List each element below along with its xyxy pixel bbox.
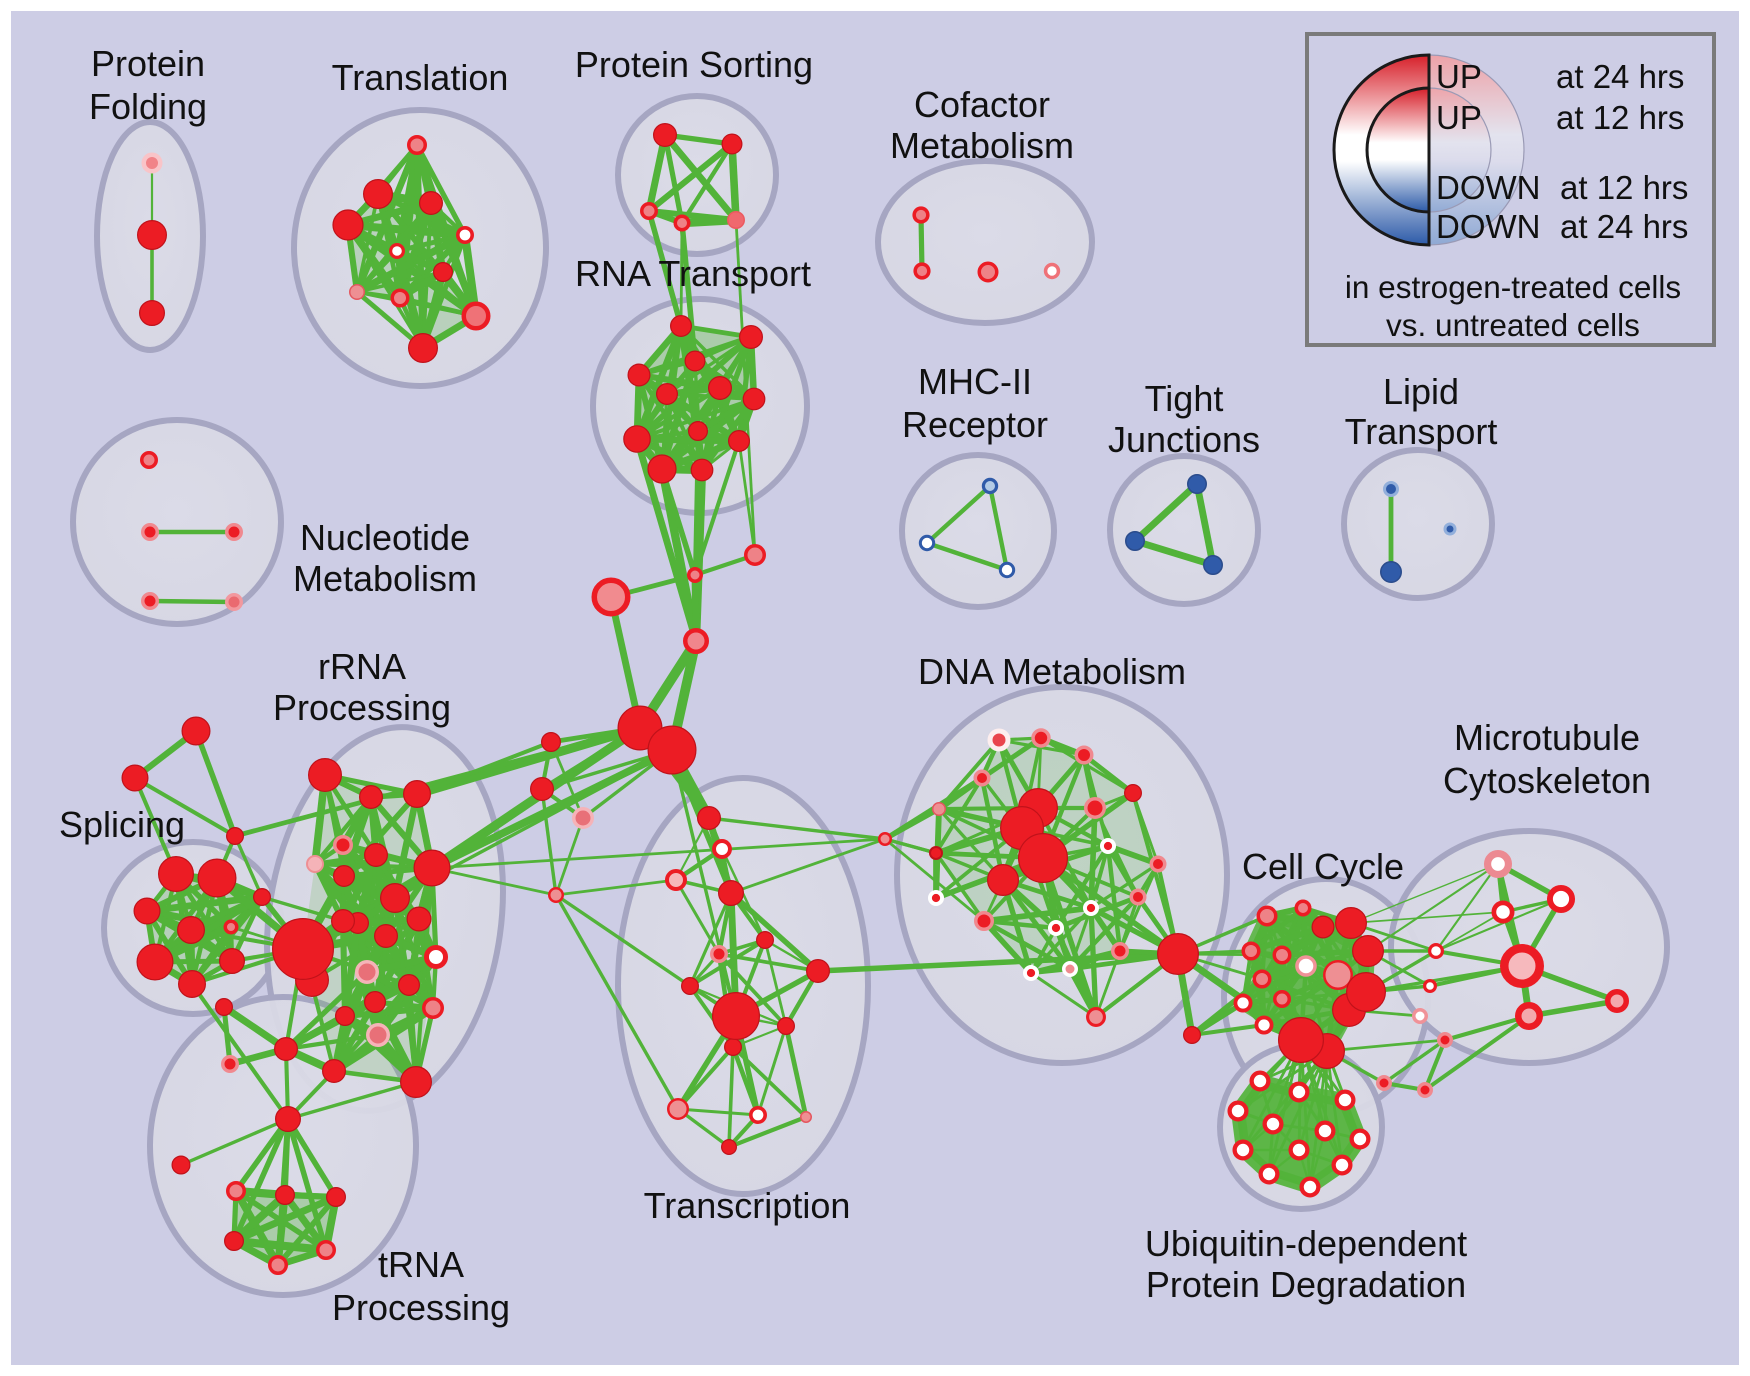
svg-text:Processing: Processing bbox=[273, 687, 451, 728]
svg-text:Cell Cycle: Cell Cycle bbox=[1242, 846, 1404, 887]
svg-text:DOWN: DOWN bbox=[1436, 169, 1540, 206]
svg-text:at 12 hrs: at 12 hrs bbox=[1556, 99, 1684, 136]
svg-text:RNA Transport: RNA Transport bbox=[575, 253, 811, 294]
svg-text:Cytoskeleton: Cytoskeleton bbox=[1443, 760, 1651, 801]
svg-text:at 12 hrs: at 12 hrs bbox=[1560, 169, 1688, 206]
svg-text:Transport: Transport bbox=[1345, 411, 1498, 452]
svg-text:Metabolism: Metabolism bbox=[890, 125, 1074, 166]
svg-text:Receptor: Receptor bbox=[902, 404, 1048, 445]
svg-text:Metabolism: Metabolism bbox=[293, 558, 477, 599]
svg-text:Transcription: Transcription bbox=[644, 1185, 851, 1226]
svg-text:Tight: Tight bbox=[1145, 378, 1224, 419]
svg-text:Processing: Processing bbox=[332, 1287, 510, 1328]
svg-text:Ubiquitin-dependent: Ubiquitin-dependent bbox=[1145, 1223, 1467, 1264]
svg-text:Protein Degradation: Protein Degradation bbox=[1146, 1264, 1466, 1305]
svg-text:DNA Metabolism: DNA Metabolism bbox=[918, 651, 1186, 692]
svg-text:Lipid: Lipid bbox=[1383, 371, 1459, 412]
svg-text:Microtubule: Microtubule bbox=[1454, 717, 1640, 758]
svg-text:UP: UP bbox=[1436, 58, 1482, 95]
svg-text:Junctions: Junctions bbox=[1108, 419, 1260, 460]
svg-text:Translation: Translation bbox=[332, 57, 509, 98]
svg-text:MHC-II: MHC-II bbox=[918, 361, 1032, 402]
svg-text:DOWN: DOWN bbox=[1436, 208, 1540, 245]
svg-text:UP: UP bbox=[1436, 99, 1482, 136]
svg-text:Splicing: Splicing bbox=[59, 804, 185, 845]
svg-text:vs. untreated cells: vs. untreated cells bbox=[1386, 307, 1640, 343]
svg-text:tRNA: tRNA bbox=[378, 1244, 464, 1285]
svg-text:Cofactor: Cofactor bbox=[914, 84, 1050, 125]
svg-text:in estrogen-treated cells: in estrogen-treated cells bbox=[1345, 269, 1681, 305]
svg-text:at 24 hrs: at 24 hrs bbox=[1560, 208, 1688, 245]
svg-text:Protein Sorting: Protein Sorting bbox=[575, 44, 813, 85]
svg-text:Protein: Protein bbox=[91, 43, 205, 84]
svg-text:Nucleotide: Nucleotide bbox=[300, 517, 470, 558]
svg-text:Folding: Folding bbox=[89, 86, 207, 127]
svg-text:rRNA: rRNA bbox=[318, 646, 406, 687]
svg-text:at 24 hrs: at 24 hrs bbox=[1556, 58, 1684, 95]
